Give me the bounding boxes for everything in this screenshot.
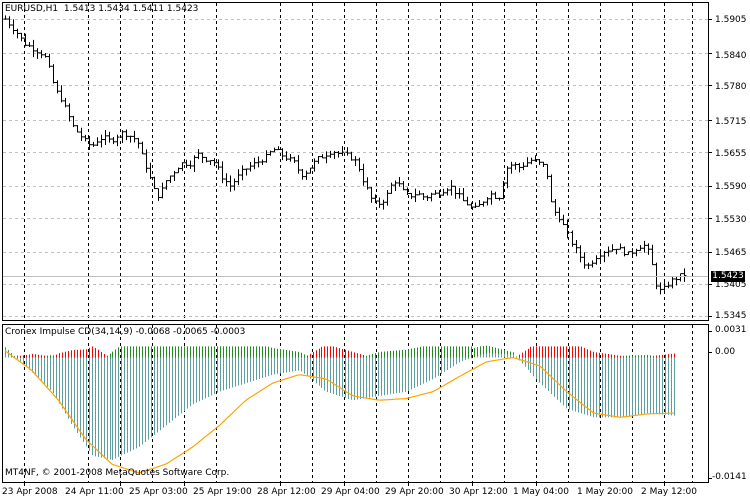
ohlc-values: 1.5413 1.5434 1.5411 1.5423 — [63, 4, 199, 14]
indicator-panel-border — [2, 324, 709, 483]
indicator-title: Cronex Impulse CD(34,14,9) -0.0068 -0.00… — [5, 327, 246, 337]
price-label: 1.5715 — [715, 117, 747, 127]
indicator-signal-line — [4, 350, 674, 474]
price-label: 1.5840 — [715, 51, 747, 61]
indicator-scale-label: 0.00 — [715, 347, 736, 357]
price-label: 1.5905 — [715, 15, 747, 25]
time-label: 29 Apr 20:00 — [385, 487, 444, 497]
indicator-scale-label: -0.0141 — [712, 472, 747, 482]
signal-line-path — [4, 350, 674, 474]
price-label: 1.5405 — [715, 280, 747, 290]
time-label: 29 Apr 04:00 — [321, 487, 380, 497]
time-label: 2 May 12:00 — [641, 487, 697, 497]
time-label: 23 Apr 2008 — [2, 487, 58, 497]
price-label: 1.5655 — [715, 149, 747, 159]
grid-lines — [3, 3, 708, 482]
price-label: 1.5780 — [715, 82, 747, 92]
copyright-text: MT4NF, © 2001-2008 MetaQuotes Software C… — [5, 468, 230, 478]
symbol-label: EURUSD,H1 1.5413 1.5434 1.5411 1.5423 — [5, 4, 198, 15]
indicator-scale-label: 0.0031 — [715, 325, 747, 335]
symbol-text: EURUSD,H1 — [5, 4, 59, 14]
time-label: 1 May 04:00 — [513, 487, 569, 497]
price-label: 1.5345 — [715, 311, 747, 321]
current-price-tag: 1.5423 — [711, 271, 745, 282]
price-label: 1.5465 — [715, 248, 747, 258]
time-label: 24 Apr 11:00 — [65, 487, 124, 497]
price-bars — [3, 15, 687, 295]
time-label: 25 Apr 19:00 — [193, 487, 252, 497]
price-label: 1.5530 — [715, 215, 747, 225]
time-label: 1 May 20:00 — [577, 487, 633, 497]
price-label: 1.5590 — [715, 182, 747, 192]
time-label: 28 Apr 12:00 — [257, 487, 316, 497]
main-panel-border — [2, 2, 709, 321]
time-label: 30 Apr 12:00 — [449, 487, 508, 497]
axis-ticks — [24, 19, 712, 486]
time-label: 25 Apr 03:00 — [129, 487, 188, 497]
indicator-histogram — [5, 345, 675, 460]
